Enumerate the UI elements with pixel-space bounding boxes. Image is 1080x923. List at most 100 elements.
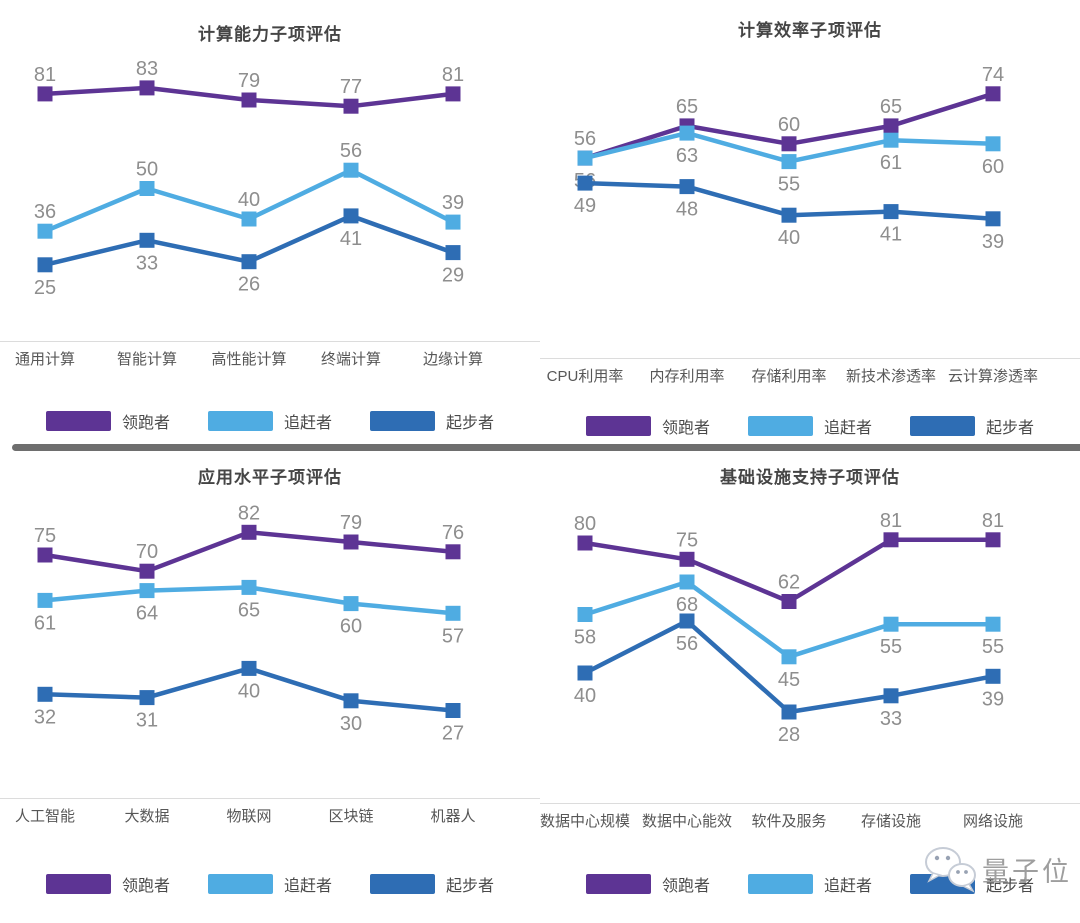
watermark-text: 量子位 [982, 856, 1072, 887]
series-group-2: 32 31 40 30 27 [34, 660, 464, 745]
value-label: 30 [340, 713, 362, 735]
value-label: 39 [982, 688, 1004, 710]
value-label: 50 [136, 159, 158, 181]
value-label: 40 [238, 189, 260, 211]
x-axis-line [540, 803, 1080, 804]
legend-swatch [585, 416, 651, 436]
value-label: 81 [982, 510, 1004, 532]
legend-item: 追赶者 [207, 872, 332, 896]
series-group-0: 75 70 82 79 76 [34, 502, 464, 579]
legend-item: 追赶者 [747, 414, 872, 438]
series-marker [577, 535, 593, 551]
value-label: 60 [982, 156, 1004, 178]
value-label: 55 [880, 636, 902, 658]
value-label: 39 [442, 192, 464, 214]
chart-legend: 领跑者 追赶者 起步者 [0, 409, 540, 433]
category-axis: 通用计算 智能计算 高性能计算 终端计算 边缘计算 [0, 342, 540, 369]
legend-label: 追赶者 [823, 420, 872, 437]
chart-application-level: 应用水平子项评估 75 70 82 79 76 61 64 65 60 57 32 31 40 30 27 … [0, 452, 540, 923]
value-label: 41 [880, 224, 902, 246]
value-label: 39 [982, 231, 1004, 253]
value-label: 45 [778, 669, 800, 691]
value-label: 57 [442, 625, 464, 647]
series-line [582, 618, 996, 715]
value-label: 40 [238, 680, 260, 702]
legend-swatch [910, 416, 975, 436]
value-label: 65 [238, 599, 260, 621]
legend-swatch [370, 411, 435, 431]
x-axis-line [0, 798, 540, 799]
chart-title: 基础设施支持子项评估 [720, 468, 900, 487]
series-marker [883, 532, 899, 548]
value-label: 56 [676, 633, 698, 655]
series-marker [37, 547, 53, 563]
value-label: 81 [34, 64, 56, 86]
series-marker [781, 207, 797, 223]
category-label: 人工智能 [14, 808, 76, 825]
series-marker [37, 257, 53, 273]
top-row: 计算能力子项评估 81 83 79 77 81 36 50 40 56 39 25 33 26 41 29 … [0, 0, 1080, 452]
value-label: 40 [778, 227, 800, 249]
value-label: 26 [238, 274, 260, 296]
value-label: 41 [340, 228, 362, 250]
legend-label: 起步者 [446, 878, 495, 895]
category-axis: CPU利用率 内存利用率 存储利用率 新技术渗透率 云计算渗透率 [540, 359, 1080, 386]
legend-swatch [585, 874, 651, 894]
series-marker [577, 607, 593, 622]
value-label: 31 [136, 710, 158, 732]
legend-label: 追赶者 [823, 878, 872, 895]
series-marker [679, 179, 695, 195]
value-label: 29 [442, 265, 464, 287]
watermark: 量子位 [922, 845, 1072, 893]
series-marker [343, 98, 359, 114]
value-label: 33 [136, 252, 158, 274]
series-group-0: 56 65 60 65 74 [574, 64, 1004, 166]
series-marker [445, 245, 461, 261]
legend-item: 领跑者 [45, 409, 170, 433]
series-marker [679, 574, 695, 590]
line-chart: 75 70 82 79 76 61 64 65 60 57 32 31 40 30 27 [34, 502, 464, 745]
category-label: 边缘计算 [422, 351, 484, 368]
category-label: 机器人 [430, 808, 476, 825]
series-marker [343, 693, 359, 709]
series-marker [883, 688, 899, 704]
x-axis-line [540, 358, 1080, 359]
series-marker [343, 208, 359, 224]
value-label: 60 [340, 616, 362, 638]
bottom-row: 应用水平子项评估 75 70 82 79 76 61 64 65 60 57 32 31 40 30 27 … [0, 452, 1080, 923]
chart-computing-efficiency: 计算效率子项评估 566560657456635561604948404139 … [540, 0, 1080, 452]
category-label: 数据中心能效 [641, 813, 733, 830]
value-label: 65 [880, 96, 902, 118]
series-group-1: 58 68 45 55 55 [574, 574, 1004, 691]
legend-swatch [747, 874, 813, 894]
series-marker [241, 524, 257, 540]
legend-label: 追赶者 [283, 415, 332, 432]
series-marker [241, 660, 257, 676]
category-label: 区块链 [328, 808, 374, 825]
value-label: 33 [880, 708, 902, 730]
series-marker [985, 668, 1001, 684]
legend-label: 追赶者 [283, 878, 332, 895]
value-label: 77 [340, 76, 362, 98]
legend-swatch [747, 416, 813, 436]
legend-item: 起步者 [910, 414, 1034, 438]
value-label: 81 [880, 510, 902, 532]
value-label: 81 [442, 64, 464, 86]
value-label: 61 [880, 152, 902, 174]
category-label: 大数据 [124, 808, 170, 825]
value-label: 61 [34, 612, 56, 634]
line-chart: 566560657456635561604948404139 [574, 64, 1004, 253]
category-label: 新技术渗透率 [845, 368, 937, 385]
series-marker [445, 703, 461, 718]
legend-label: 领跑者 [661, 878, 710, 895]
legend-label: 起步者 [986, 878, 1035, 895]
category-label: 存储设施 [860, 813, 922, 830]
legend-label: 领跑者 [661, 420, 710, 437]
category-label: 智能计算 [116, 351, 178, 368]
series-marker [445, 544, 461, 560]
value-label: 49 [574, 195, 596, 217]
legend-swatch [207, 411, 273, 431]
series-marker [343, 534, 359, 550]
value-label: 28 [778, 724, 800, 746]
series-marker [139, 690, 155, 706]
